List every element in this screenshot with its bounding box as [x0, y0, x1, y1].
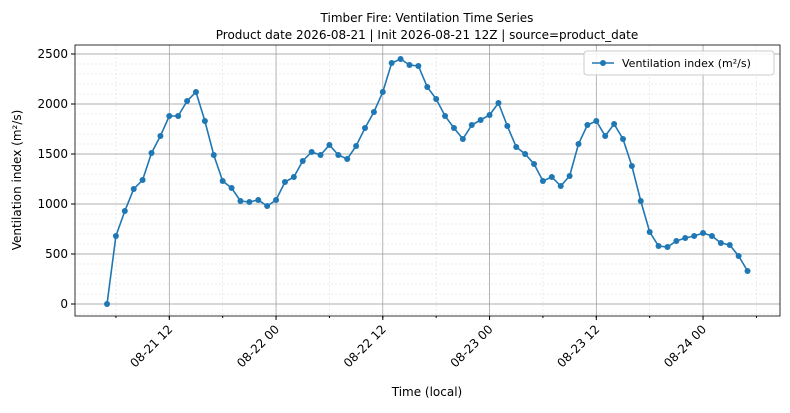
- data-point: [504, 123, 511, 129]
- data-point: [388, 60, 395, 66]
- data-point: [442, 113, 449, 119]
- data-point: [184, 98, 191, 104]
- data-point: [637, 198, 644, 204]
- data-point: [121, 208, 128, 214]
- data-point: [539, 178, 546, 184]
- data-point: [192, 89, 199, 95]
- data-point: [139, 177, 146, 183]
- data-point: [673, 238, 680, 244]
- data-point: [700, 230, 707, 236]
- y-tick-label: 1500: [37, 147, 68, 161]
- data-point: [575, 141, 582, 147]
- data-point: [477, 117, 484, 123]
- data-point: [290, 174, 297, 180]
- data-point: [148, 150, 155, 156]
- legend-marker: [600, 60, 606, 66]
- data-point: [735, 253, 742, 259]
- data-point: [664, 244, 671, 250]
- chart-title: Timber Fire: Ventilation Time Series: [320, 11, 534, 25]
- x-tick-label: 08-22 12: [341, 322, 389, 370]
- data-point: [584, 122, 591, 128]
- data-point: [353, 143, 360, 149]
- data-point: [468, 122, 475, 128]
- data-point: [308, 149, 315, 155]
- data-point: [406, 62, 413, 68]
- data-point: [513, 144, 520, 150]
- data-point: [415, 63, 422, 69]
- data-point: [726, 242, 733, 248]
- data-point: [593, 118, 600, 124]
- data-point: [326, 142, 333, 148]
- data-point: [459, 136, 466, 142]
- data-point: [557, 183, 564, 189]
- x-tick-label: 08-23 12: [554, 322, 602, 370]
- data-point: [210, 152, 217, 158]
- data-point: [548, 174, 555, 180]
- x-tick-label: 08-21 12: [127, 322, 175, 370]
- data-point: [602, 133, 609, 139]
- y-axis-label: Ventilation index (m²/s): [10, 110, 24, 251]
- data-point: [495, 100, 502, 106]
- chart-subtitle: Product date 2026-08-21 | Init 2026-08-2…: [216, 28, 639, 42]
- data-point: [370, 109, 377, 115]
- data-point: [566, 173, 573, 179]
- series-line: [106, 58, 749, 305]
- legend-label: Ventilation index (m²/s): [622, 57, 751, 70]
- data-point: [486, 112, 493, 118]
- data-point: [317, 152, 324, 158]
- data-point: [112, 233, 119, 239]
- data-point: [273, 197, 280, 203]
- data-point: [424, 84, 431, 90]
- data-point: [104, 301, 111, 307]
- data-point: [344, 156, 351, 162]
- data-point: [379, 89, 386, 95]
- data-point: [335, 152, 342, 158]
- x-axis-label: Time (local): [391, 385, 463, 399]
- data-point: [717, 240, 724, 246]
- data-point: [130, 186, 137, 192]
- data-point: [228, 185, 235, 191]
- data-point: [682, 235, 689, 241]
- data-point: [531, 161, 538, 167]
- data-point: [362, 125, 369, 131]
- legend-box: [583, 50, 775, 76]
- data-point: [264, 203, 271, 209]
- data-point: [655, 243, 662, 249]
- data-point: [450, 125, 457, 131]
- data-point: [255, 197, 262, 203]
- data-point: [708, 233, 715, 239]
- data-point: [619, 136, 626, 142]
- data-point: [166, 113, 173, 119]
- x-tick-label: 08-22 00: [234, 322, 282, 370]
- data-point: [628, 163, 635, 169]
- data-point: [157, 133, 164, 139]
- data-point: [299, 158, 306, 164]
- y-tick-label: 0: [60, 297, 68, 311]
- data-point: [237, 198, 244, 204]
- data-point: [611, 121, 618, 127]
- data-point: [281, 179, 288, 185]
- y-tick-label: 2500: [37, 47, 68, 61]
- x-tick-label: 08-23 00: [448, 322, 496, 370]
- data-point: [397, 56, 404, 62]
- data-point: [433, 96, 440, 102]
- data-point: [175, 113, 182, 119]
- y-tick-label: 2000: [37, 97, 68, 111]
- data-point: [646, 229, 653, 235]
- x-tick-label: 08-24 00: [661, 322, 709, 370]
- data-point: [201, 118, 208, 124]
- data-point: [219, 178, 226, 184]
- plot-frame: [74, 44, 781, 317]
- data-point: [522, 151, 529, 157]
- data-point: [691, 233, 698, 239]
- data-point: [246, 199, 253, 205]
- y-tick-label: 1000: [37, 197, 68, 211]
- y-tick-label: 500: [45, 247, 68, 261]
- data-point: [744, 268, 751, 274]
